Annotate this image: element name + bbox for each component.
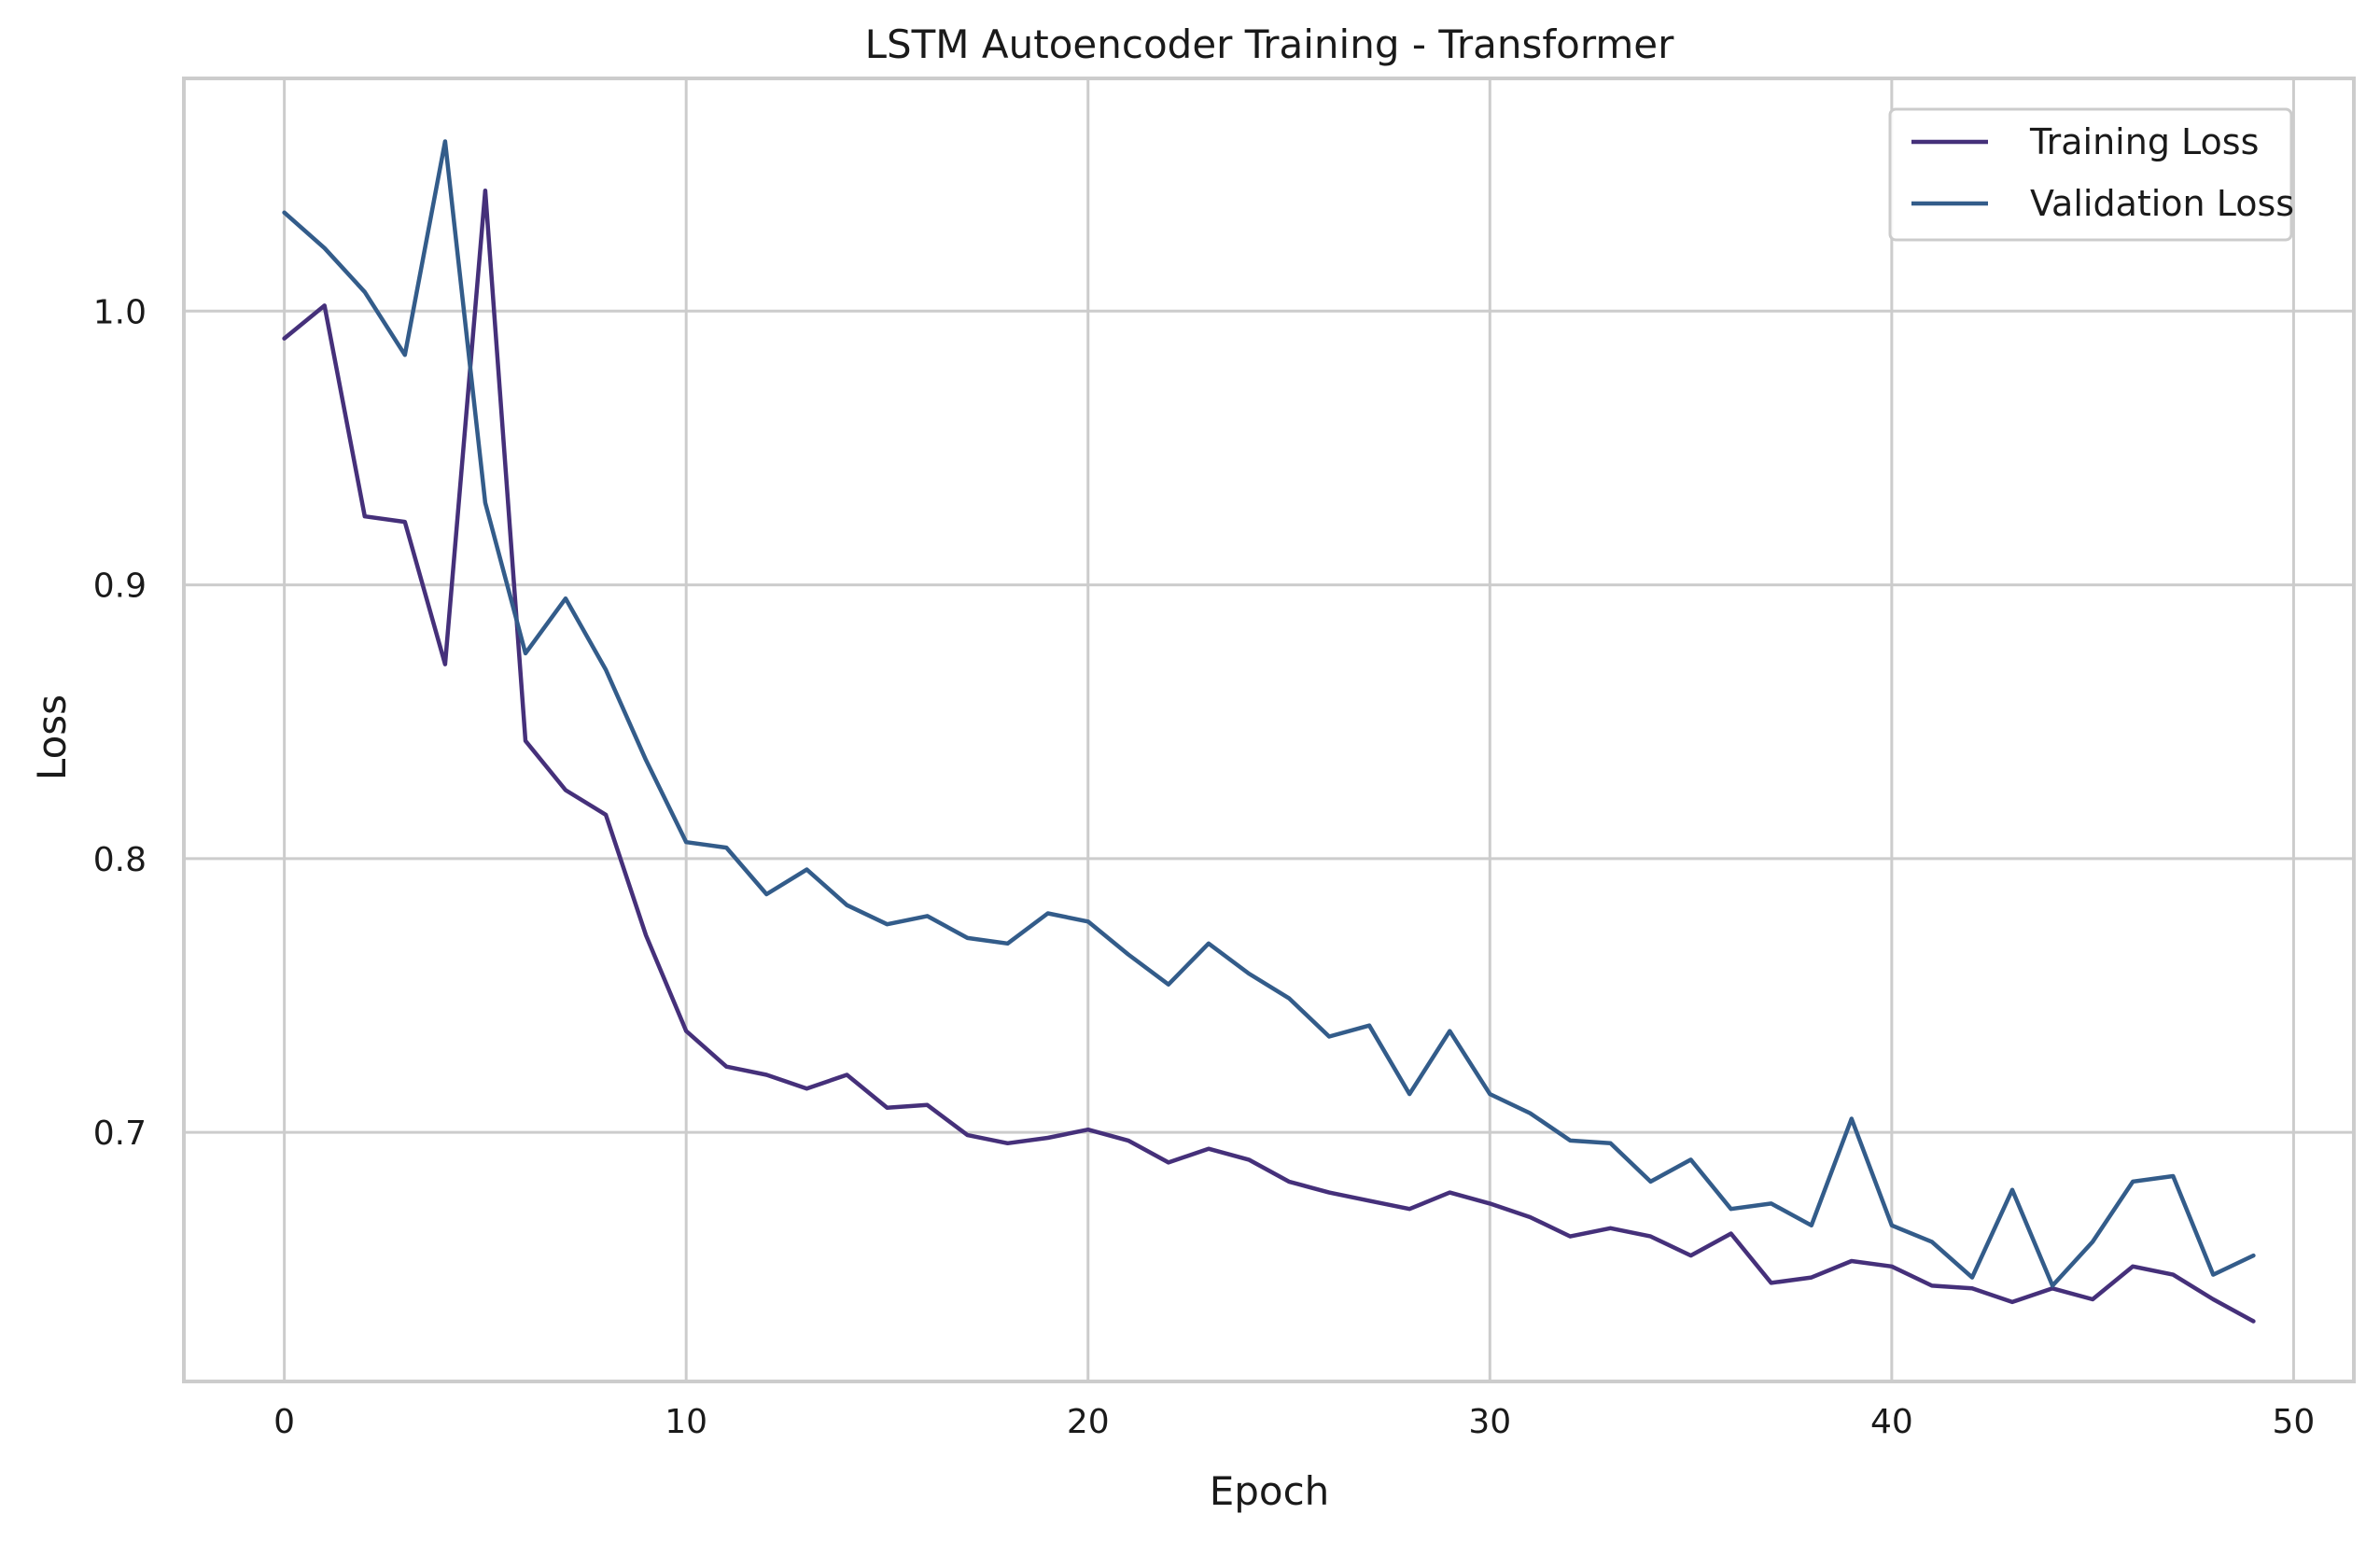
legend-label-training-loss: Training Loss xyxy=(2029,121,2259,162)
grid xyxy=(184,78,2354,1381)
x-tick-label: 10 xyxy=(665,1403,707,1441)
series-layer xyxy=(282,139,2256,1324)
x-tick-label: 40 xyxy=(1870,1403,1913,1441)
x-tick-label: 50 xyxy=(2273,1403,2316,1441)
x-tick-label: 0 xyxy=(273,1403,295,1441)
y-tick-label: 1.0 xyxy=(93,293,147,331)
legend-label-validation-loss: Validation Loss xyxy=(2030,183,2294,224)
legend: Training Loss Validation Loss xyxy=(1888,107,2294,242)
tick-labels: 0 10 20 30 40 50 0.7 0.8 0.9 1.0 xyxy=(93,293,2316,1441)
y-axis-label: Loss xyxy=(29,694,75,780)
x-tick-label: 30 xyxy=(1468,1403,1511,1441)
y-tick-label: 0.7 xyxy=(93,1114,147,1153)
x-axis-label: Epoch xyxy=(1210,1468,1330,1514)
series-line-validation-loss xyxy=(282,139,2256,1288)
x-tick-label: 20 xyxy=(1067,1403,1110,1441)
plot-frame xyxy=(182,77,2356,1383)
series-line-training-loss xyxy=(282,188,2256,1324)
y-tick-label: 0.8 xyxy=(93,841,147,879)
legend-box xyxy=(1888,107,2293,242)
y-tick-label: 0.9 xyxy=(93,568,147,606)
chart-title: LSTM Autoencoder Training - Transformer xyxy=(865,21,1675,67)
